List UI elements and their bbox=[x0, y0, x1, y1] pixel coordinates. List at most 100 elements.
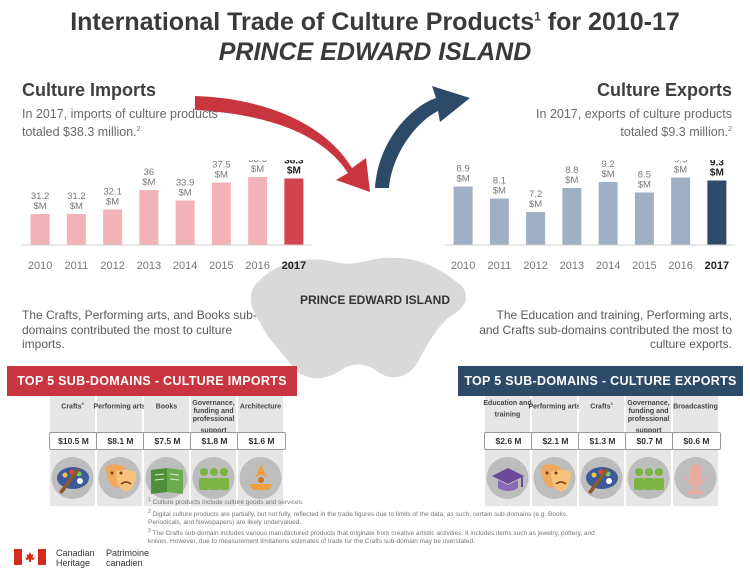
graduation-cap-icon bbox=[492, 468, 524, 491]
exports-bar bbox=[453, 186, 473, 245]
subdomain-label: Crafts3 bbox=[590, 401, 613, 411]
exports-bar bbox=[562, 188, 582, 245]
imports-subdomain-card: Books $7.5 M bbox=[143, 396, 192, 506]
imports-subdomain-card: Governance, funding and professional sup… bbox=[190, 396, 239, 506]
exports-data-label: 9.5 $M bbox=[674, 160, 687, 176]
exports-bar bbox=[671, 177, 691, 245]
map-label: PRINCE EDWARD ISLAND bbox=[300, 293, 451, 307]
exports-data-label: 9.2 $M bbox=[602, 160, 615, 180]
subdomain-label: Governance, funding and professional sup… bbox=[627, 400, 670, 435]
canada-flag-icon bbox=[14, 549, 46, 565]
exports-bar bbox=[598, 182, 618, 245]
imports-subdomain-card: Performing arts $8.1 M bbox=[93, 396, 146, 506]
imports-data-label: 36 $M bbox=[142, 167, 155, 188]
exports-subdomain-card: Education and training $2.6 M bbox=[483, 396, 533, 506]
imports-bar bbox=[211, 182, 231, 245]
exports-data-label: 8.5 $M bbox=[638, 170, 651, 191]
exports-x-tick-label: 2012 bbox=[523, 260, 547, 272]
page-subtitle: PRINCE EDWARD ISLAND bbox=[218, 38, 532, 66]
imports-x-tick-label: 2012 bbox=[100, 260, 124, 272]
subdomain-value: $2.6 M bbox=[484, 432, 533, 450]
exports-bar bbox=[526, 212, 546, 245]
subdomain-value: $7.5 M bbox=[143, 432, 192, 450]
imports-bar bbox=[175, 200, 195, 245]
import-arrow bbox=[195, 96, 370, 192]
exports-bar bbox=[489, 198, 509, 245]
exports-subdomain-card: Crafts3 $1.3 M bbox=[578, 396, 627, 506]
theatre-masks-icon bbox=[541, 464, 571, 492]
subdomain-label: Crafts3 bbox=[61, 401, 84, 411]
exports-subdomain-card: Performing arts $2.1 M bbox=[528, 396, 581, 506]
exports-lead: In 2017, exports of culture products tot… bbox=[536, 107, 732, 140]
imports-subdomain-card: Crafts3 $10.5 M bbox=[49, 396, 98, 506]
exports-bar bbox=[707, 180, 727, 245]
imports-x-tick-label: 2013 bbox=[137, 260, 161, 272]
logo-english: Canadian Heritage bbox=[56, 548, 95, 568]
island-map-shape bbox=[250, 257, 467, 379]
exports-top5-banner: TOP 5 SUB-DOMAINS - CULTURE EXPORTS bbox=[458, 366, 743, 396]
imports-x-tick-label: 2011 bbox=[65, 260, 89, 272]
imports-x-tick-label: 2017 bbox=[282, 260, 306, 272]
exports-bar-chart: 8.9 $M 2010 8.1 $M 2011 7.2 $M 2012 8.8 $M 2013 9.2 $… bbox=[445, 160, 735, 272]
exports-x-tick-label: 2014 bbox=[596, 260, 620, 272]
exports-data-label: 8.1 $M bbox=[493, 176, 506, 197]
subdomain-value: $1.6 M bbox=[237, 432, 286, 450]
subdomain-label: Education and training bbox=[483, 400, 532, 419]
book-icon bbox=[151, 468, 183, 494]
exports-x-tick-label: 2013 bbox=[560, 260, 584, 272]
exports-x-tick-label: 2016 bbox=[668, 260, 692, 272]
imports-x-tick-label: 2010 bbox=[28, 260, 52, 272]
imports-bar-chart: 31.2 $M 2010 31.2 $M 2011 32.1 $M 2012 36 $M 2013 33… bbox=[22, 160, 312, 272]
subdomain-value: $1.3 M bbox=[578, 432, 627, 450]
footnote-1: 1 Culture products include culture goods… bbox=[148, 497, 304, 507]
people-group-icon bbox=[634, 468, 664, 490]
subdomain-label: Governance, funding and professional sup… bbox=[192, 400, 235, 435]
exports-data-label: 8.8 $M bbox=[565, 165, 578, 186]
export-arrow bbox=[375, 86, 470, 188]
footnote-2: 2 Digital culture products are partially… bbox=[148, 509, 568, 527]
subdomain-value: $0.6 M bbox=[672, 432, 721, 450]
imports-data-label: 38.6$M bbox=[248, 160, 267, 175]
palette-icon bbox=[586, 467, 618, 494]
imports-top5-banner: TOP 5 SUB-DOMAINS - CULTURE IMPORTS bbox=[7, 366, 297, 396]
subdomain-value: $1.8 M bbox=[190, 432, 239, 450]
imports-description: The Crafts, Performing arts, and Books s… bbox=[22, 308, 257, 351]
imports-data-label: 38.3 $M bbox=[284, 160, 304, 177]
imports-bar bbox=[66, 214, 86, 245]
exports-subdomain-card: Governance, funding and professional sup… bbox=[625, 396, 674, 506]
exports-x-tick-label: 2010 bbox=[451, 260, 475, 272]
subdomain-value: $0.7 M bbox=[625, 432, 674, 450]
card-background bbox=[673, 396, 718, 506]
imports-bar bbox=[103, 209, 123, 245]
footnote-3: 3 The Crafts sub-domain includes various… bbox=[148, 528, 595, 546]
imports-data-label: 33.9 $M bbox=[176, 178, 195, 199]
imports-subdomain-card: Architecture $1.6 M bbox=[237, 396, 286, 506]
imports-data-label: 32.1 $M bbox=[103, 187, 122, 208]
subdomain-label: Books bbox=[155, 403, 178, 411]
subdomain-label: Performing arts bbox=[528, 403, 581, 411]
imports-data-label: 31.2 $M bbox=[67, 191, 86, 212]
exports-data-label: 8.9 $M bbox=[457, 164, 470, 185]
imports-heading: Culture Imports bbox=[22, 80, 157, 100]
imports-x-tick-label: 2015 bbox=[209, 260, 233, 272]
imports-x-tick-label: 2016 bbox=[245, 260, 269, 272]
subdomain-label: Architecture bbox=[239, 403, 282, 411]
microphone-icon bbox=[685, 464, 707, 494]
exports-heading: Culture Exports bbox=[596, 80, 732, 100]
imports-lead: In 2017, imports of culture products tot… bbox=[22, 107, 218, 140]
exports-x-tick-label: 2017 bbox=[705, 260, 729, 272]
exports-x-tick-label: 2011 bbox=[488, 260, 512, 272]
subdomain-label: Performing arts bbox=[93, 403, 146, 411]
subdomain-value: $8.1 M bbox=[96, 432, 145, 450]
imports-data-label: 37.5 $M bbox=[212, 160, 231, 181]
exports-description: The Education and training, Performing a… bbox=[479, 308, 732, 351]
imports-bar bbox=[284, 178, 304, 245]
imports-data-label: 31.2 $M bbox=[31, 191, 50, 212]
exports-bar bbox=[634, 192, 654, 245]
palette-icon bbox=[57, 467, 89, 494]
people-group-icon bbox=[199, 468, 229, 490]
imports-bar bbox=[139, 190, 159, 245]
exports-data-label: 9.3 $M bbox=[710, 160, 724, 179]
compass-icon bbox=[249, 464, 273, 490]
